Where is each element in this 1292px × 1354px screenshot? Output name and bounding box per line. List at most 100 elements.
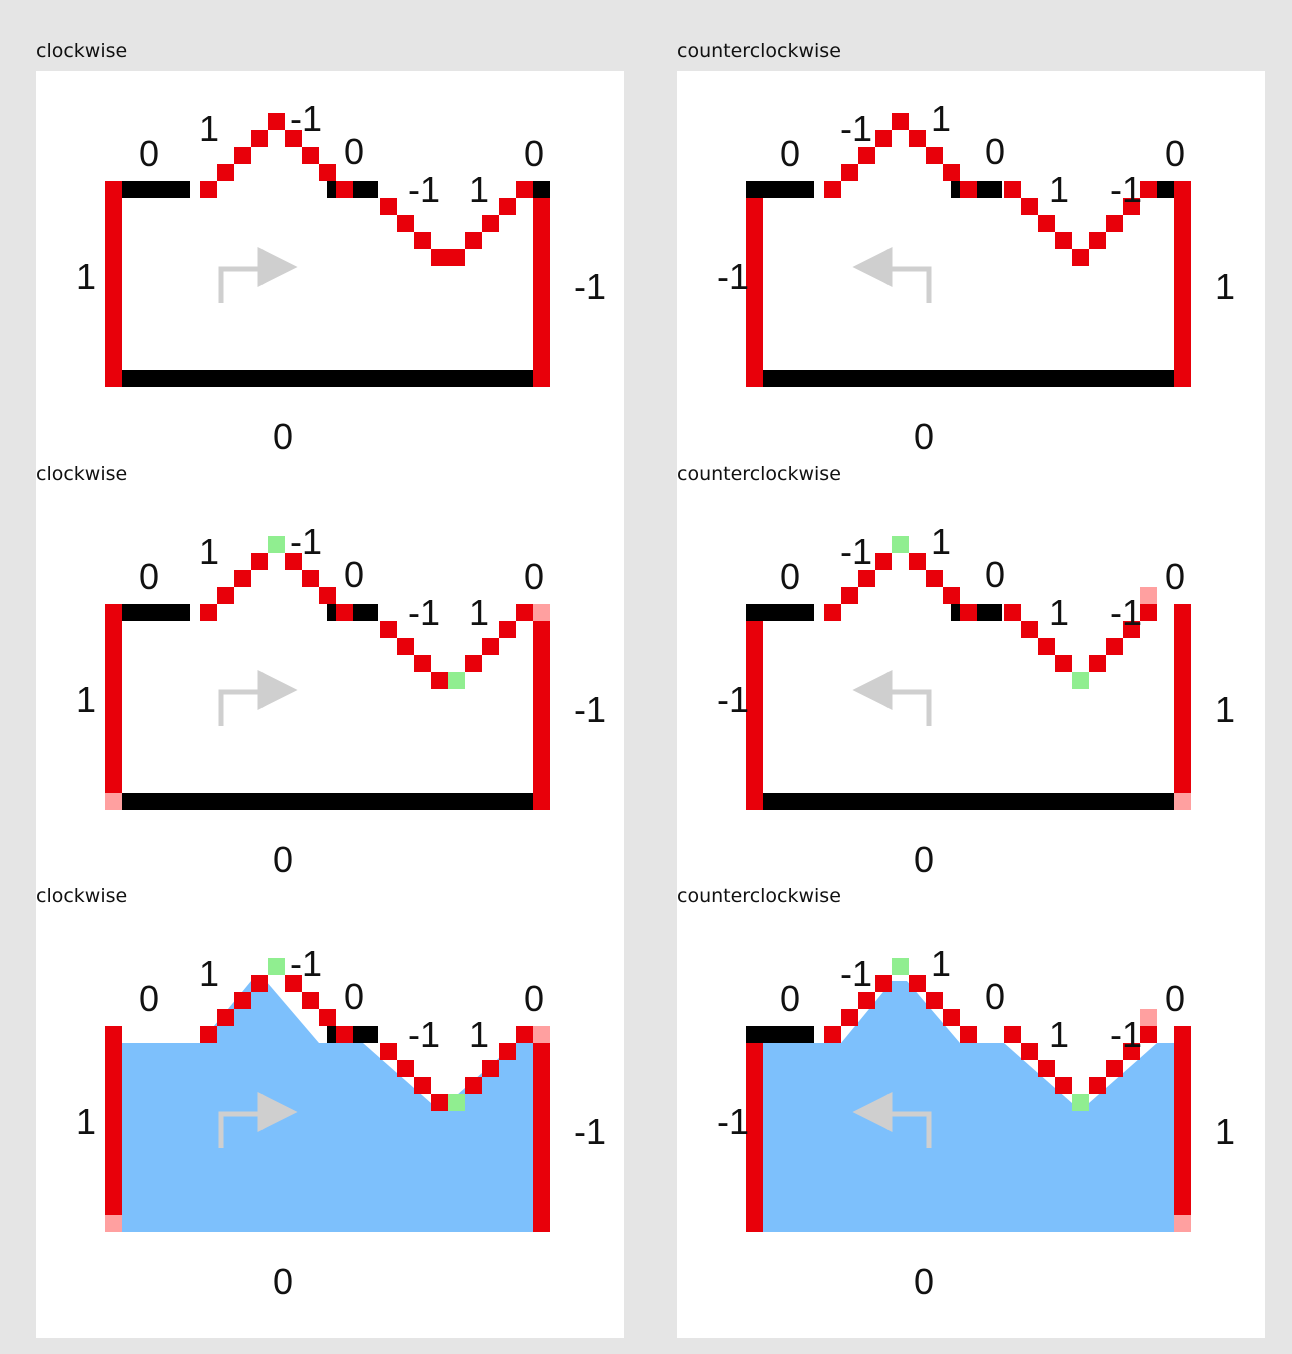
edge-cell <box>841 164 858 181</box>
edge-cell <box>397 215 414 232</box>
label-valley-left: 1 <box>1049 592 1069 633</box>
edge-cell <box>499 198 516 215</box>
edge-cell <box>397 638 414 655</box>
label-top-middle: 0 <box>985 131 1005 172</box>
bottom-flat-edge <box>122 793 533 810</box>
edge-cell <box>217 587 234 604</box>
label-valley-right: -1 <box>1110 169 1142 210</box>
edge-cell <box>1123 1043 1140 1060</box>
edge-cell <box>926 992 943 1009</box>
edge-cell <box>319 1009 336 1026</box>
diagram-panel-1: clockwise 0 1 -1 0 -1 1 0 1 -1 0 <box>36 40 624 494</box>
edge-cell <box>285 553 302 570</box>
right-side-edge <box>1174 181 1191 387</box>
edge-cell <box>858 992 875 1009</box>
diagram-panel-4: counterclockwise 0 -1 1 0 1 -1 0 -1 1 0 <box>677 463 1265 917</box>
edge-cell <box>499 621 516 638</box>
clockwise-arrow-icon <box>218 1091 298 1148</box>
edge-cell <box>909 553 926 570</box>
label-left-slope: 1 <box>199 953 219 994</box>
edge-cell <box>926 570 943 587</box>
panel-title: counterclockwise <box>677 885 841 907</box>
edge-cell <box>380 621 397 638</box>
edge-cell <box>1021 1043 1038 1060</box>
edge-cell <box>302 570 319 587</box>
edge-cell <box>482 1060 499 1077</box>
top-left-flat-edge <box>122 604 190 621</box>
edge-cell <box>414 1077 431 1094</box>
clockwise-arrow-icon <box>218 669 298 726</box>
label-left-slope: -1 <box>840 953 872 994</box>
label-bottom: 0 <box>273 839 293 880</box>
edge-cell <box>251 553 268 570</box>
peak-vertex <box>892 113 909 130</box>
edge-cell <box>1021 198 1038 215</box>
edge-cell <box>1004 604 1021 621</box>
label-valley-right: -1 <box>1110 592 1142 633</box>
edge-cell <box>1140 1026 1157 1043</box>
edge-cell <box>875 975 892 992</box>
end-vertex <box>1140 587 1157 604</box>
edge-cell <box>482 638 499 655</box>
filled-region <box>746 981 1191 1232</box>
path-diagram: 0-1 101 -10-1 10 <box>717 98 1235 457</box>
label-left-slope: -1 <box>840 108 872 149</box>
label-peak-right: 1 <box>931 98 951 139</box>
label-top-right: 0 <box>1165 978 1185 1019</box>
edge-cell <box>1055 232 1072 249</box>
top-left-flat-edge <box>122 181 190 198</box>
edge-cell <box>960 604 977 621</box>
edge-cell <box>431 249 448 266</box>
right-side-edge <box>533 1043 550 1232</box>
valley-vertex <box>1072 1094 1089 1111</box>
left-side-edge <box>746 198 763 387</box>
bottom-flat-edge <box>746 370 1191 387</box>
label-peak-right: -1 <box>290 521 322 562</box>
edge-cell <box>414 655 431 672</box>
edge-cell <box>319 587 336 604</box>
edge-cell <box>336 1026 353 1043</box>
start-vertex <box>105 1215 122 1232</box>
edge-cell <box>1004 181 1021 198</box>
label-top-middle: 0 <box>344 976 364 1017</box>
edge-cell <box>1038 638 1055 655</box>
edge-cell <box>251 130 268 147</box>
label-left-side: -1 <box>717 256 749 297</box>
edge-cell <box>1140 181 1157 198</box>
edge-cell <box>1038 1060 1055 1077</box>
edge-cell <box>431 672 448 689</box>
label-bottom: 0 <box>273 1261 293 1302</box>
label-bottom: 0 <box>273 416 293 457</box>
label-valley-left: -1 <box>408 1014 440 1055</box>
start-vertex <box>1174 1215 1191 1232</box>
edge-cell <box>824 1026 841 1043</box>
label-bottom: 0 <box>914 1261 934 1302</box>
edge-cell <box>380 1043 397 1060</box>
label-left-side: -1 <box>717 679 749 720</box>
top-left-flat-edge <box>746 604 814 621</box>
left-side-edge <box>105 604 122 793</box>
label-top-left: 0 <box>780 133 800 174</box>
path-diagram: 0-1 101 -10-1 10 <box>717 521 1235 880</box>
edge-cell <box>234 992 251 1009</box>
valley-vertex <box>1072 672 1089 689</box>
label-valley-left: -1 <box>408 592 440 633</box>
label-valley-right: 1 <box>469 592 489 633</box>
edge-cell <box>858 147 875 164</box>
label-top-left: 0 <box>780 978 800 1019</box>
label-top-left: 0 <box>139 133 159 174</box>
panel-title: clockwise <box>36 40 128 62</box>
edge-cell <box>943 1009 960 1026</box>
edge-cell <box>960 1026 977 1043</box>
edge-cell <box>285 975 302 992</box>
label-left-side: 1 <box>76 256 96 297</box>
left-side-edge <box>746 1043 763 1232</box>
counterclockwise-arrow-icon <box>852 669 932 726</box>
edge-cell <box>926 147 943 164</box>
clockwise-arrow-icon <box>218 246 298 303</box>
edge-cell <box>1089 655 1106 672</box>
label-top-left: 0 <box>780 556 800 597</box>
label-left-side: 1 <box>76 679 96 720</box>
edge-cell <box>302 992 319 1009</box>
edge-cell <box>516 604 533 621</box>
